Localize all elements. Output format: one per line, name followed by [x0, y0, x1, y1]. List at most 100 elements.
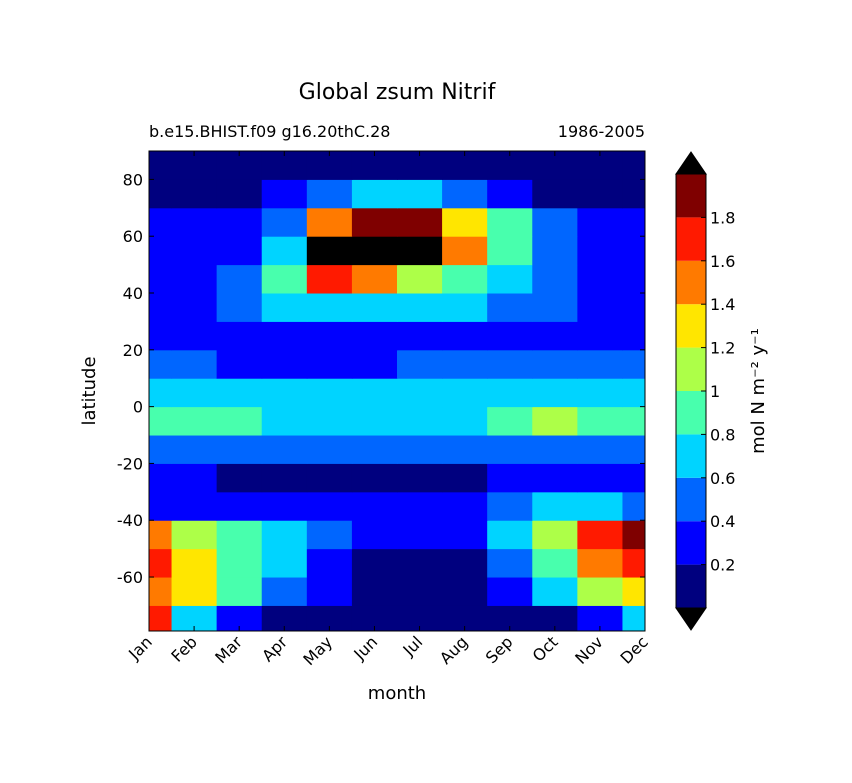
contour-cell	[532, 378, 578, 408]
contour-cell	[577, 435, 623, 464]
contour-cell	[261, 179, 308, 209]
contour-cell	[149, 463, 173, 493]
contour-cell	[351, 321, 398, 351]
contour-cell	[397, 321, 443, 351]
contour-cell	[397, 463, 443, 493]
contour-cell	[487, 491, 533, 521]
contour-cell	[532, 349, 578, 379]
contour-cell	[306, 520, 353, 550]
contour-cell	[442, 548, 488, 578]
contour-cell	[397, 406, 443, 436]
contour-cell	[171, 207, 218, 237]
contour-cell	[351, 435, 398, 464]
contour-cell	[577, 179, 623, 209]
colorbar-tick-label: 1.8	[710, 208, 735, 227]
y-tick-label: 20	[123, 341, 143, 360]
subtitle-left: b.e15.BHIST.f09 g16.20thC.28	[149, 122, 390, 141]
contour-cell	[351, 463, 398, 493]
colorbar-segment	[676, 304, 706, 348]
contour-cell	[577, 349, 623, 379]
contour-cell	[487, 321, 533, 351]
contour-cell	[622, 293, 645, 322]
contour-cell	[171, 179, 218, 209]
contour-cell	[622, 577, 645, 606]
contour-cell	[216, 236, 263, 266]
contour-cell	[216, 179, 263, 209]
colorbar-tick-label: 0.8	[710, 425, 735, 444]
contour-cell	[532, 207, 578, 237]
contour-cell	[622, 207, 645, 237]
contour-cell	[306, 264, 353, 294]
plot-frame	[148, 150, 646, 632]
contour-cell	[306, 293, 353, 322]
contour-cell	[261, 378, 308, 408]
colorbar-extend-max	[675, 151, 707, 175]
contour-cell	[487, 463, 533, 493]
contour-cell	[306, 321, 353, 351]
contour-cell	[306, 463, 353, 493]
contour-cell	[442, 264, 488, 294]
contour-cell	[351, 179, 398, 209]
contour-cell	[442, 577, 488, 606]
x-tick-label: Feb	[167, 632, 200, 665]
contour-cell	[532, 236, 578, 266]
contour-cell	[397, 236, 443, 266]
contour-cell	[532, 548, 578, 578]
contour-cell	[171, 349, 218, 379]
contour-cell	[532, 179, 578, 209]
contour-cell	[577, 520, 623, 550]
contour-cell	[351, 207, 398, 237]
contour-cell	[622, 236, 645, 266]
chart-title: Global zsum Nitrif	[299, 80, 497, 105]
contour-cell	[487, 179, 533, 209]
contour-cell	[261, 548, 308, 578]
colorbar-segment	[676, 521, 706, 565]
contour-cell	[487, 520, 533, 550]
contour-cell	[622, 491, 645, 521]
contour-cell	[487, 264, 533, 294]
contour-cell	[261, 293, 308, 322]
contour-cell	[351, 293, 398, 322]
contour-cell	[149, 151, 173, 180]
contour-cell	[351, 491, 398, 521]
contour-cell	[532, 520, 578, 550]
x-tick-label: Oct	[529, 632, 562, 665]
contour-cell	[261, 435, 308, 464]
contour-cell	[577, 321, 623, 351]
contour-cell	[351, 378, 398, 408]
colorbar-tick-label: 0.6	[710, 469, 735, 488]
contour-cell	[622, 548, 645, 578]
contour-cell	[216, 435, 263, 464]
contour-cell	[442, 435, 488, 464]
colorbar-segment	[676, 347, 706, 391]
colorbar-segment	[676, 564, 706, 608]
x-tick-label: Mar	[211, 632, 246, 667]
contour-cell	[577, 548, 623, 578]
contour-cell	[149, 577, 173, 606]
contour-cell	[261, 264, 308, 294]
contour-cell	[622, 321, 645, 351]
contour-cell	[577, 207, 623, 237]
contour-cell	[149, 179, 173, 209]
contour-cell	[306, 207, 353, 237]
colorbar-segment	[676, 391, 706, 435]
contour-cell	[261, 321, 308, 351]
contour-cell	[216, 577, 263, 606]
contour-cell	[442, 406, 488, 436]
contour-cell	[216, 321, 263, 351]
contour-cell	[261, 491, 308, 521]
contour-cell	[261, 520, 308, 550]
contour-cell	[442, 293, 488, 322]
y-axis-label: latitude	[79, 356, 100, 425]
contour-cell	[216, 378, 263, 408]
contour-cell	[351, 520, 398, 550]
contour-cell	[397, 491, 443, 521]
contour-cell	[532, 264, 578, 294]
contour-cell	[487, 236, 533, 266]
contour-cell	[577, 264, 623, 294]
contour-cell	[216, 293, 263, 322]
contour-cell	[577, 491, 623, 521]
contour-cell	[306, 378, 353, 408]
contour-cell	[397, 207, 443, 237]
